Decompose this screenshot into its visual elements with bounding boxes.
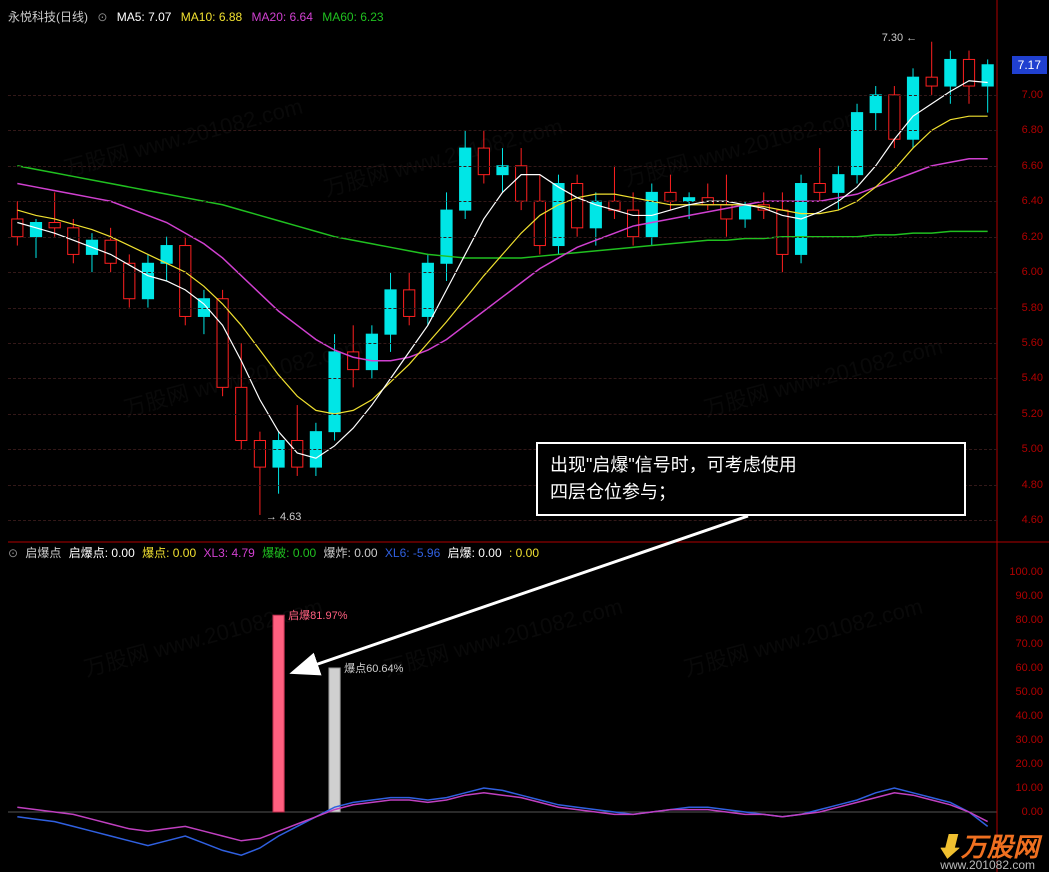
indicator-item: 爆炸: 0.00	[324, 546, 381, 560]
stock-chart[interactable]: 万股网 www.201082.com 万股网 www.201082.com 万股…	[0, 0, 1049, 872]
y-axis-label: 90.00	[1003, 590, 1043, 602]
indicator-item: XL3: 4.79	[203, 546, 258, 560]
y-axis-label: 70.00	[1003, 638, 1043, 650]
indicator-item: 启爆: 0.00	[448, 546, 505, 560]
annotation-arrow	[0, 0, 1049, 872]
y-axis-label: 80.00	[1003, 614, 1043, 626]
indicator-header: ⊙ 启爆点 启爆点: 0.00 爆点: 0.00 XL3: 4.79 爆破: 0…	[8, 544, 543, 561]
y-axis-label: 40.00	[1003, 710, 1043, 722]
indicator-item: : 0.00	[509, 546, 539, 560]
y-axis-label: 100.00	[1003, 566, 1043, 578]
indicator-item: XL6: -5.96	[385, 546, 444, 560]
y-axis-label: 20.00	[1003, 758, 1043, 770]
site-url: www.201082.com	[940, 858, 1035, 872]
y-axis-label: 10.00	[1003, 782, 1043, 794]
y-axis-label: 50.00	[1003, 686, 1043, 698]
indicator-item: 爆点: 0.00	[142, 546, 199, 560]
indicator-item: 爆破: 0.00	[262, 546, 319, 560]
indicator-item: 启爆点: 0.00	[69, 546, 138, 560]
y-axis-label: 60.00	[1003, 662, 1043, 674]
y-axis-label: 30.00	[1003, 734, 1043, 746]
y-axis-label: 0.00	[1003, 806, 1043, 818]
